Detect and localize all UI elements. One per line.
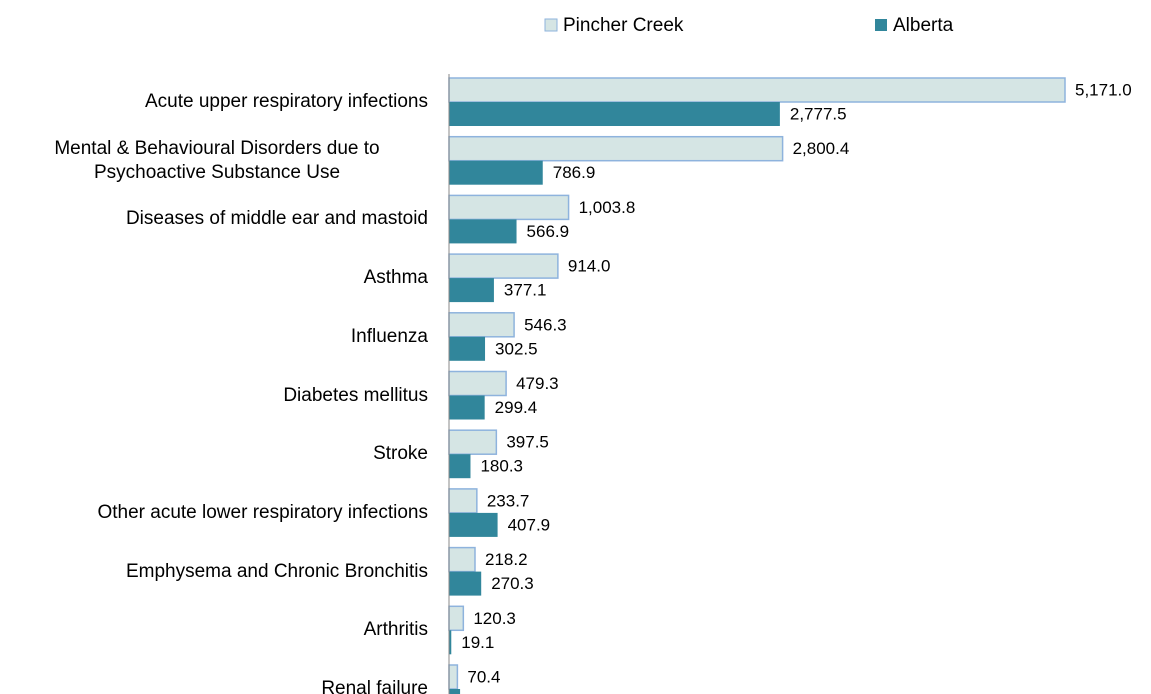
data-label: 786.9: [553, 163, 596, 182]
data-label: 233.7: [487, 491, 530, 510]
category-label: Acute upper respiratory infections: [144, 91, 428, 112]
data-label: 397.5: [506, 433, 549, 452]
bar: [449, 689, 461, 694]
data-label: 70.4: [467, 667, 500, 686]
bar: [449, 102, 780, 126]
data-label: 407.9: [508, 515, 551, 534]
data-label: 302.5: [495, 339, 538, 358]
data-label: 546.3: [524, 315, 567, 334]
category-label: Renal failure: [321, 678, 428, 694]
data-label: 270.3: [491, 574, 534, 593]
category-label: Mental & Behavioural Disorders due to Ps…: [54, 137, 380, 183]
data-label: 180.3: [480, 457, 523, 476]
legend-swatch: [875, 19, 887, 31]
category-label: Stroke: [373, 443, 428, 465]
bar: [448, 312, 515, 338]
bar: [449, 395, 485, 420]
category-label: Diseases of middle ear and mastoid: [125, 208, 428, 230]
data-label: 2,800.4: [793, 139, 850, 158]
bar: [448, 488, 478, 514]
bar: [449, 219, 517, 244]
bar: [449, 454, 471, 479]
data-label: 120.3: [473, 609, 516, 628]
bar: [448, 429, 498, 455]
data-label: 566.9: [527, 222, 570, 241]
bar: [448, 253, 559, 279]
data-label: 1,003.8: [579, 198, 636, 217]
data-label: 914.0: [568, 257, 611, 276]
bar: [449, 512, 498, 537]
category-label: Arthritis: [363, 619, 428, 641]
category-label: Asthma: [363, 267, 428, 289]
bar: [448, 546, 476, 573]
bar: [449, 630, 452, 655]
bar: [449, 571, 482, 596]
legend-label: Pincher Creek: [563, 15, 684, 36]
legend-label: Alberta: [893, 15, 954, 36]
data-label: 299.4: [495, 398, 538, 417]
data-label: 19.1: [461, 633, 494, 652]
category-label: Other acute lower respiratory infections: [97, 501, 428, 523]
legend-swatch: [544, 18, 558, 32]
bar: [448, 370, 507, 397]
bar: [448, 77, 1066, 103]
data-label: 377.1: [504, 281, 547, 300]
bar: [449, 278, 494, 303]
data-label: 2,777.5: [790, 104, 847, 123]
bar: [448, 135, 784, 162]
data-label: 479.3: [516, 374, 559, 393]
bar: [448, 605, 465, 632]
category-label: Influenza: [350, 325, 428, 347]
bar: [449, 336, 486, 361]
category-label: Diabetes mellitus: [283, 384, 428, 406]
bar: [449, 160, 543, 185]
bar: [448, 194, 570, 221]
category-label: Emphysema and Chronic Bronchitis: [125, 560, 428, 582]
bar: [448, 664, 459, 690]
data-label: 5,171.0: [1075, 80, 1132, 99]
data-label: 93.0: [470, 691, 503, 694]
data-label: 218.2: [485, 550, 528, 569]
